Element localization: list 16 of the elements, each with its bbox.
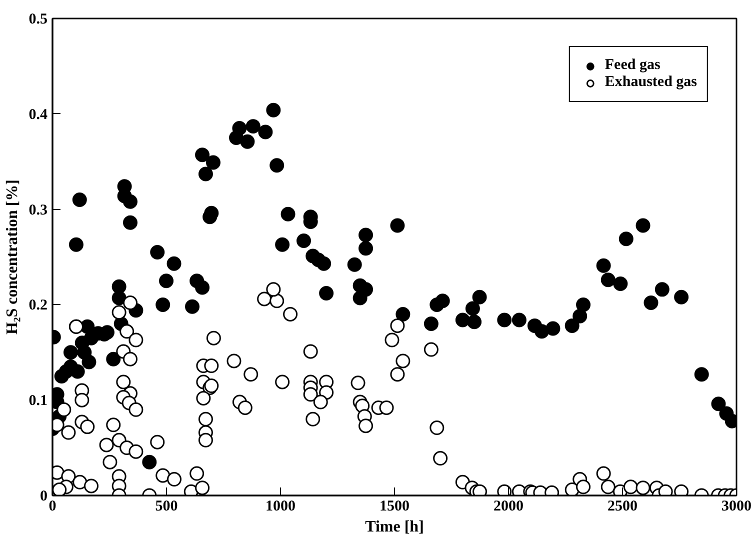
y-tick-label: 0.5 xyxy=(28,12,48,28)
x-tick-label: 2000 xyxy=(494,498,524,514)
x-tick-label: 3000 xyxy=(722,498,752,514)
x-tick-label: 2500 xyxy=(608,498,638,514)
legend-label: Exhausted gas xyxy=(604,74,697,91)
legend-label: Feed gas xyxy=(604,57,660,74)
y-tick-label: 0.1 xyxy=(28,393,48,410)
y-tick-label: 0.4 xyxy=(28,106,48,123)
y-tick-label: 0.2 xyxy=(28,298,48,314)
y-tick-label: 0 xyxy=(40,488,48,504)
x-tick-label: 1500 xyxy=(380,498,410,514)
x-tick-label: 500 xyxy=(155,498,178,514)
x-axis-title: Time [h] xyxy=(365,518,424,536)
y-tick-label: 0.3 xyxy=(28,202,48,218)
x-tick-label: 1000 xyxy=(266,498,296,514)
y-axis-title: H₂S concentration [%] xyxy=(4,180,21,334)
